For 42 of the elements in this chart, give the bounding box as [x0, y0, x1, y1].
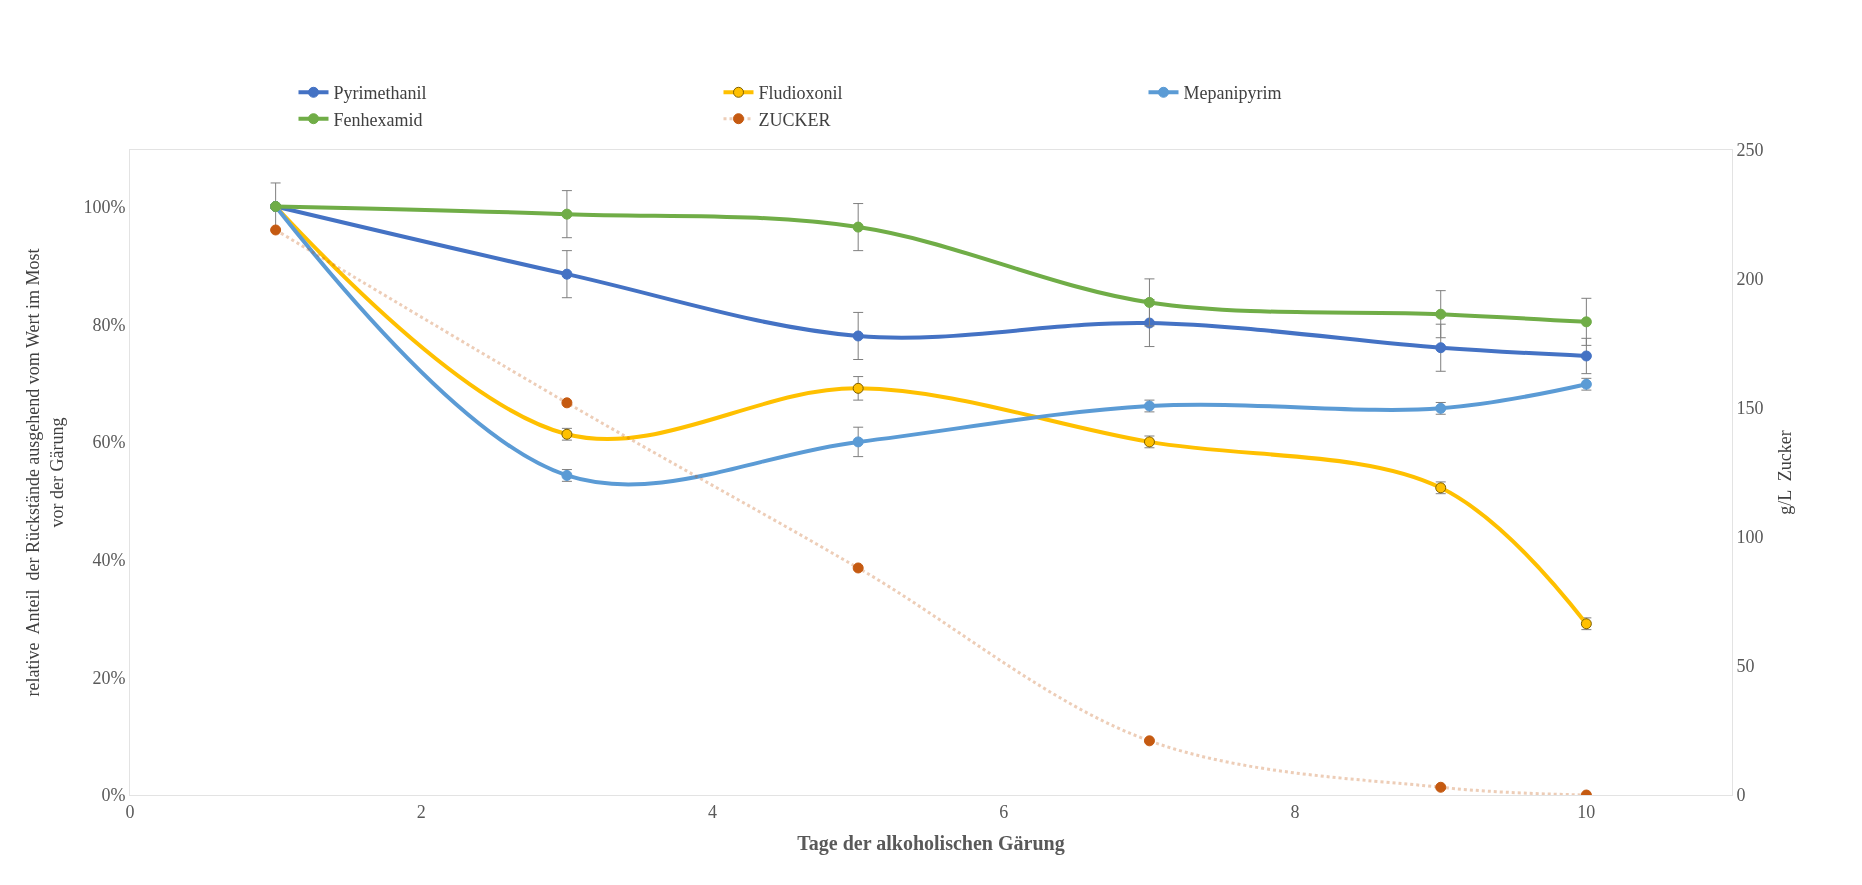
point: [1143, 735, 1155, 747]
y-tick-label: 100%: [83, 196, 126, 217]
y-axis-title: relative Anteil der Rückstände ausgehend vom Wert im Most vor der Gärung: [23, 248, 67, 697]
point: [561, 268, 573, 280]
y-tick-label: 20%: [92, 667, 126, 688]
legend-label: Pyrimethanil: [333, 83, 427, 104]
legend-label: Fenhexamid: [333, 109, 423, 130]
y2-tick-label: 100: [1736, 527, 1764, 548]
y2-tick-label: 150: [1736, 398, 1764, 419]
x-tick-label: 4: [708, 801, 718, 822]
point: [852, 330, 864, 342]
x-tick-label: 10: [1577, 801, 1596, 822]
point: [561, 208, 573, 220]
y-tick-label: 80%: [92, 314, 126, 335]
x-axis-title: Tage der alkoholischen Gärung: [797, 832, 1065, 856]
y2-tick-label: 0: [1736, 785, 1746, 806]
point: [270, 224, 282, 236]
y2-axis-title: g/L Zucker: [1774, 430, 1795, 515]
point: [561, 397, 573, 409]
x-tick-label: 8: [1290, 801, 1300, 822]
point: [852, 562, 864, 574]
point: [852, 382, 864, 394]
x-tick-label: 6: [999, 801, 1009, 822]
y-tick-label: 40%: [92, 549, 126, 570]
legend-label: Mepanipyrim: [1183, 83, 1282, 104]
point: [1435, 308, 1447, 320]
point: [1143, 296, 1155, 308]
legend-label: Fludioxonil: [758, 83, 843, 104]
y2-tick-label: 200: [1736, 269, 1764, 290]
point: [852, 221, 864, 233]
y2-tick-label: 50: [1736, 656, 1755, 677]
legend-label: ZUCKER: [758, 109, 831, 130]
x-tick-label: 0: [125, 801, 135, 822]
point: [1580, 350, 1592, 362]
y2-tick-label: 250: [1736, 140, 1764, 161]
point: [1435, 342, 1447, 354]
point: [1435, 781, 1447, 793]
y-tick-label: 0%: [101, 785, 126, 806]
point: [852, 436, 864, 448]
y-tick-label: 60%: [92, 432, 126, 453]
x-tick-label: 2: [416, 801, 426, 822]
point: [1580, 316, 1592, 328]
